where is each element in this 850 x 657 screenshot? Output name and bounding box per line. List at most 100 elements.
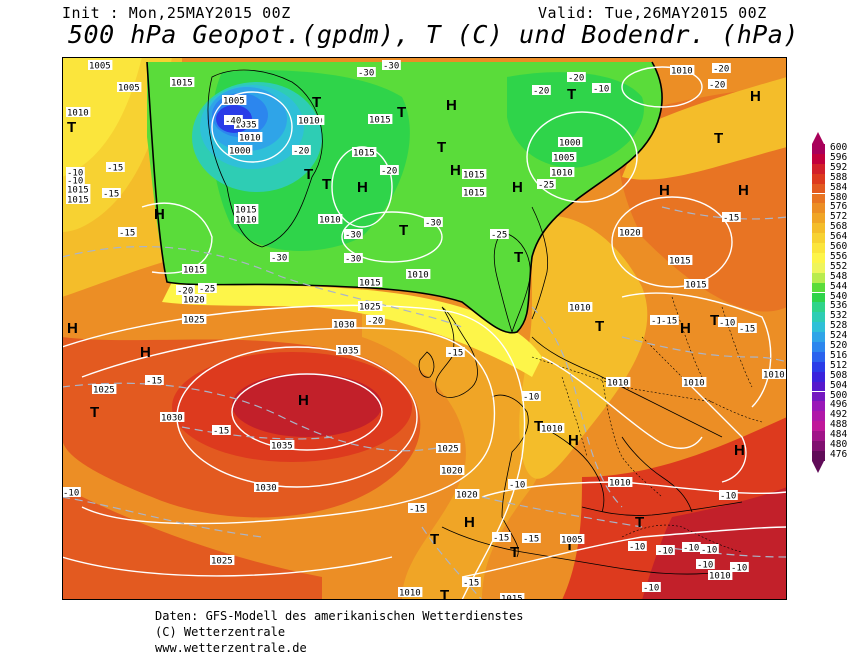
colorbar-label: 504 — [830, 379, 848, 391]
temperature-label: -15 — [409, 505, 425, 515]
isobar-label-bg — [270, 440, 295, 450]
temperature-label-bg — [712, 63, 731, 73]
isobar-label-bg — [88, 60, 113, 70]
footer-url[interactable]: www.wetterzentrale.de — [155, 641, 307, 655]
temperature-label: -20 — [713, 65, 729, 75]
temperature-label-bg — [522, 391, 541, 401]
temperature-label-bg — [366, 315, 385, 325]
contour-552 — [146, 61, 663, 334]
colorbar-label: 524 — [830, 330, 848, 342]
colorbar-cell — [812, 411, 825, 422]
temperature-label-bg — [696, 559, 715, 569]
colorbar-label: 512 — [830, 359, 848, 371]
temperature-label: -10 — [683, 544, 699, 554]
isobar-label-bg — [568, 302, 593, 312]
isobar-label-bg — [318, 214, 343, 224]
colorbar-label: 496 — [830, 399, 848, 411]
geopotential-band-576 — [362, 287, 555, 600]
low-center: T — [635, 514, 644, 531]
isobar-label: 1015 — [369, 116, 391, 126]
isobar-label: 1035 — [337, 347, 359, 357]
high-center: H — [568, 432, 579, 449]
temperature-label: -25 — [491, 231, 507, 241]
isobar-label: 1010 — [239, 134, 261, 144]
temperature-label-bg — [490, 229, 509, 239]
isobar-label-bg — [440, 465, 465, 475]
isobar-label-bg — [368, 114, 393, 124]
high-center: H — [512, 179, 523, 196]
temperature-label-bg — [719, 490, 738, 500]
colorbar-cell — [812, 272, 825, 283]
temperature-label: -15 — [523, 535, 539, 545]
footer: Daten: GFS-Modell des amerikanischen Wet… — [155, 608, 523, 656]
footer-copyright: (C) Wetterzentrale — [155, 625, 286, 639]
colorbar-label: 552 — [830, 260, 848, 272]
low-center: T — [399, 222, 408, 239]
temperature-label-bg — [62, 487, 81, 497]
temperature-label-bg — [567, 72, 586, 82]
low-center: T — [67, 119, 76, 136]
colorbar-label: 492 — [830, 409, 848, 421]
temperature-label-bg — [738, 323, 757, 333]
isobar-label-bg — [92, 384, 117, 394]
temperature-label: -15 — [651, 317, 667, 327]
temperature-label: -30 — [345, 255, 361, 265]
geopotential-band-592 — [232, 373, 382, 437]
colorbar-label: 508 — [830, 369, 848, 381]
colorbar-cell — [812, 213, 825, 224]
isobar-label: 1000 — [559, 139, 581, 149]
temperature-label-bg — [198, 283, 217, 293]
temperature-label-bg — [537, 179, 556, 189]
isotherms — [62, 206, 787, 600]
temperature-label-bg — [66, 167, 85, 177]
temperature-label: -40 — [225, 117, 241, 127]
isobar-label-bg — [238, 132, 263, 142]
isobar-label-bg — [160, 412, 185, 422]
high-center: H — [464, 514, 475, 531]
temperature-label: -15 — [213, 427, 229, 437]
isobar-label: 1020 — [619, 229, 641, 239]
isobar-label: 1035 — [271, 442, 293, 452]
isobar-label-bg — [398, 587, 423, 597]
temperature-label-bg — [650, 315, 669, 325]
colorbar-cell — [812, 401, 825, 412]
isobar-label-bg — [682, 377, 707, 387]
colorbar-label: 488 — [830, 419, 848, 431]
colorbar-label: 592 — [830, 161, 848, 173]
colorbar-cell — [812, 302, 825, 313]
temperature-label-bg — [508, 479, 527, 489]
temperature-label-bg — [682, 542, 701, 552]
high-center: H — [446, 97, 457, 114]
isobar-label: 1025 — [93, 386, 115, 396]
temperature-label: -20 — [709, 81, 725, 91]
temperature-label: -30 — [358, 69, 374, 79]
isobar-label: 1015 — [171, 79, 193, 89]
temperature-label-bg — [718, 317, 737, 327]
temperature-label: -10 — [719, 319, 735, 329]
isobar-label-bg — [618, 227, 643, 237]
temperature-label: -30 — [271, 254, 287, 264]
colorbar-label: 520 — [830, 340, 848, 351]
isobar-label: 1025 — [211, 557, 233, 567]
isobar-label-bg — [336, 345, 361, 355]
isobar-label: 1010 — [763, 371, 785, 381]
colorbar-cell — [812, 144, 825, 154]
isobar-label: 1010 — [319, 216, 341, 226]
isobar-label: 1020 — [183, 296, 205, 306]
isobar-label-bg — [254, 482, 279, 492]
isobar-label-bg — [66, 184, 91, 194]
colorbar-cell — [812, 173, 825, 184]
colorbar-cell — [812, 292, 825, 303]
colorbar-cell — [812, 342, 825, 352]
isobar-label: 1005 — [89, 62, 111, 72]
isobar-label-bg — [222, 95, 247, 105]
isobar-label-bg — [552, 152, 577, 162]
temperature-label: -10 — [701, 546, 717, 556]
temperature-label: -10 — [643, 584, 659, 594]
isobar-label: 1010 — [407, 271, 429, 281]
isobar-label: 1015 — [67, 196, 89, 206]
isobar-label-bg — [500, 593, 525, 600]
temperature-label: -20 — [177, 287, 193, 297]
isobar-label: 1010 — [551, 169, 573, 179]
isobar-label: 1015 — [67, 186, 89, 196]
